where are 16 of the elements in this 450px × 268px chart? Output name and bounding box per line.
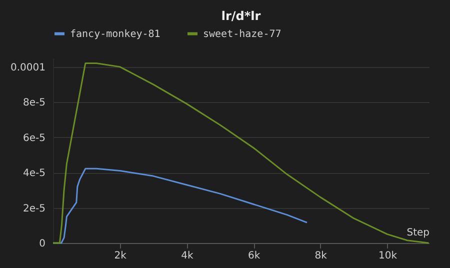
x-tick-label: 10k (378, 250, 398, 262)
x-axis-title: Step (406, 228, 430, 238)
y-tick-label: 0 (39, 238, 46, 250)
chart-title: lr/d*lr (221, 9, 261, 23)
x-tick-label: 4k (181, 250, 194, 262)
y-tick-label: 0.0001 (10, 62, 46, 74)
legend-label: fancy-monkey-81 (70, 28, 160, 40)
y-tick-label: 4e-5 (23, 168, 46, 180)
legend-label: sweet-haze-77 (203, 28, 282, 40)
line-series (52, 62, 430, 244)
x-tick-label: 8k (314, 250, 328, 262)
y-tick-label: 6e-5 (23, 132, 46, 144)
x-tick-label: 2k (114, 250, 127, 262)
y-tick-label: 8e-5 (23, 98, 46, 109)
y-tick-label: 2e-5 (23, 203, 46, 214)
x-tick-label: 6k (248, 250, 260, 262)
